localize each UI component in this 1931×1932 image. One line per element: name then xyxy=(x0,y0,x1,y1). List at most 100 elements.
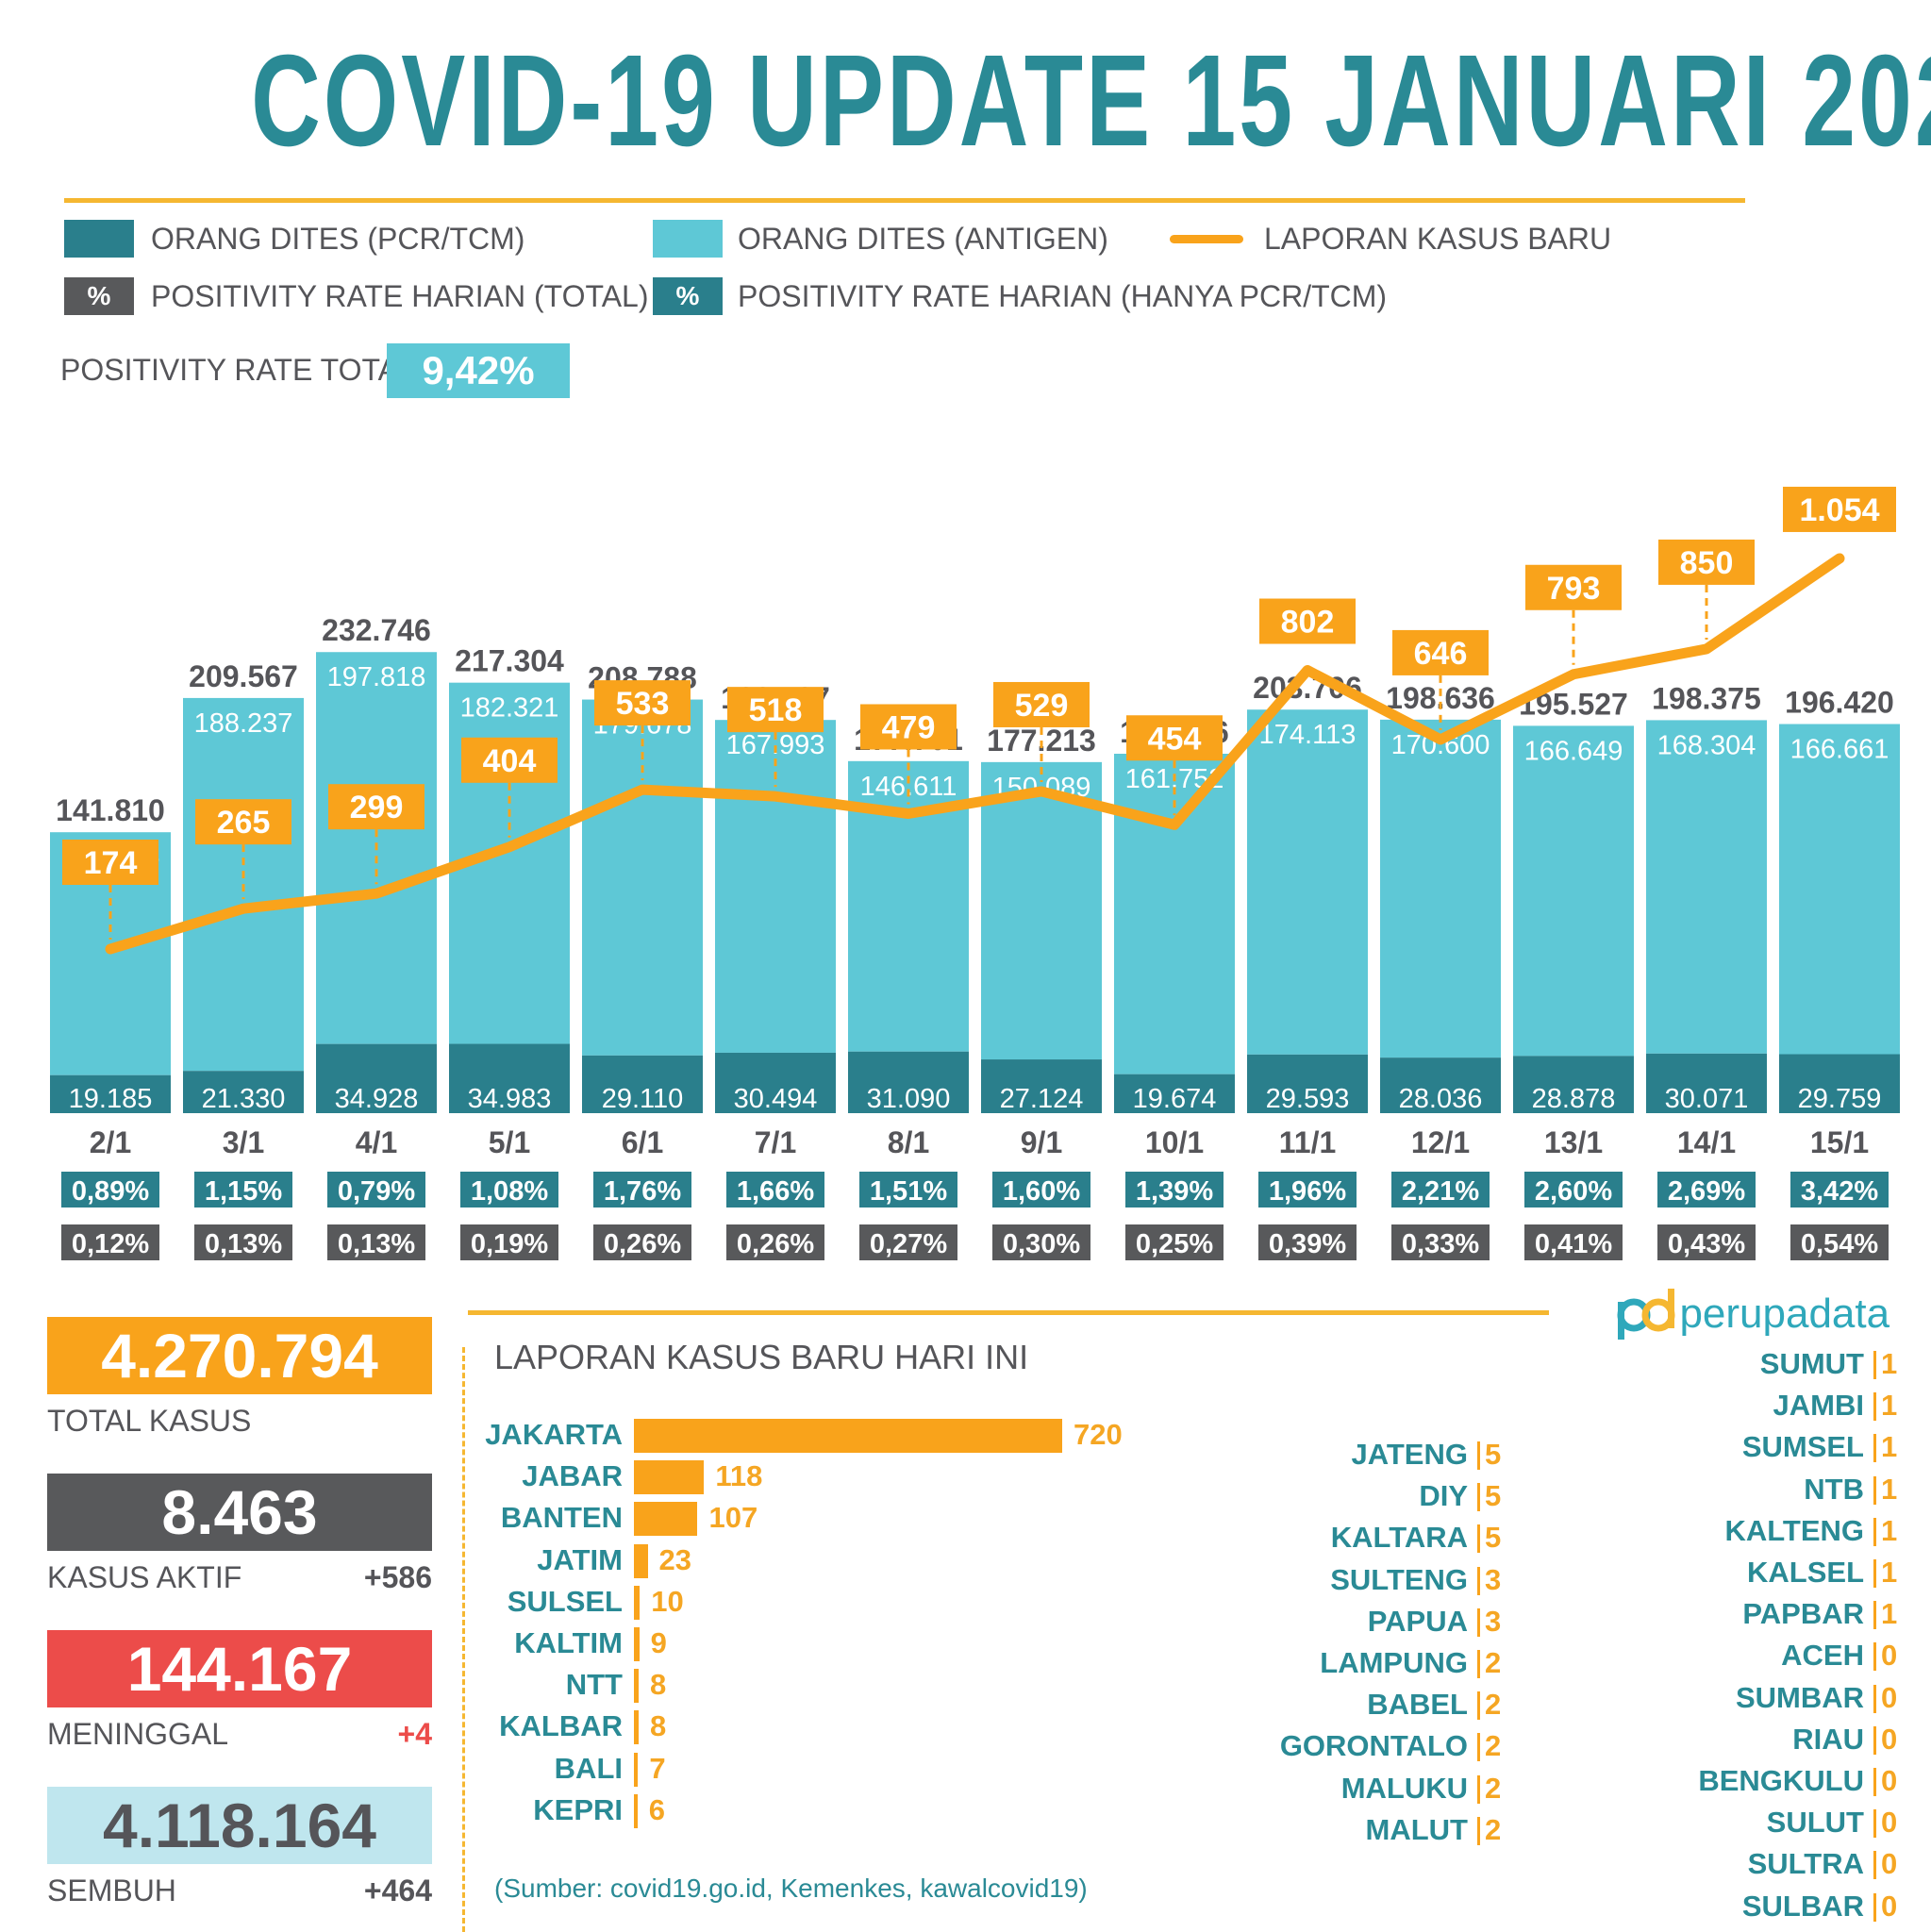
province-bar xyxy=(634,1585,641,1620)
province-value: 1 xyxy=(1881,1513,1898,1547)
stat-delta: +586 xyxy=(363,1560,432,1594)
province-value: 720 xyxy=(1074,1418,1123,1451)
province-tick xyxy=(1873,1642,1876,1672)
page-title: COVID-19 UPDATE 15 JANUARI 2022 xyxy=(251,28,1931,174)
legend-antigen-swatch xyxy=(653,220,723,258)
stat-value: 4.118.164 xyxy=(47,1787,432,1864)
bar-antigen xyxy=(981,761,1102,1060)
pd-logo-icon xyxy=(1617,1289,1675,1340)
rate-total-box xyxy=(1391,1224,1490,1260)
province-value: 2 xyxy=(1485,1646,1502,1679)
rate-total-label: 0,27% xyxy=(870,1229,947,1259)
provinces-dashed-divider xyxy=(462,1347,465,1932)
stat-label: TOTAL KASUS xyxy=(47,1404,252,1438)
province-name: BABEL xyxy=(1367,1688,1468,1722)
rate-total-box xyxy=(992,1224,1090,1260)
legend-pcr-label: ORANG DITES (PCR/TCM) xyxy=(151,222,525,256)
bar-antigen-label: 168.304 xyxy=(1657,730,1756,760)
province-value: 0 xyxy=(1881,1806,1898,1840)
cases-label-box xyxy=(1259,598,1356,644)
legend-pcr-swatch xyxy=(64,220,134,258)
bar-pcr-label: 29.593 xyxy=(1266,1084,1350,1114)
cases-label: 518 xyxy=(749,692,803,728)
province-name: KALTARA xyxy=(1330,1521,1468,1555)
province-tick xyxy=(1477,1441,1480,1470)
province-name: KALSEL xyxy=(1747,1556,1864,1589)
x-tick-label: 12/1 xyxy=(1411,1125,1470,1159)
rate-total-label: 0,26% xyxy=(604,1229,681,1259)
province-name: DIY xyxy=(1419,1479,1468,1513)
province-tick xyxy=(1873,1768,1876,1796)
stat-value: 144.167 xyxy=(47,1630,432,1707)
positivity-total-value: 9,42% xyxy=(387,343,570,398)
province-name: ACEH xyxy=(1781,1639,1864,1673)
rate-pcr-label: 2,21% xyxy=(1402,1176,1479,1207)
stat-value: 8.463 xyxy=(47,1474,432,1551)
province-value: 7 xyxy=(649,1751,666,1785)
province-tick xyxy=(1477,1774,1480,1804)
cases-label: 1.054 xyxy=(1799,492,1879,528)
x-tick-label: 10/1 xyxy=(1145,1125,1204,1159)
bar-pcr-label: 28.036 xyxy=(1399,1084,1483,1114)
province-name: SULTENG xyxy=(1330,1562,1468,1596)
rate-total-box xyxy=(61,1224,159,1260)
legend-antigen-label: ORANG DITES (ANTIGEN) xyxy=(738,222,1108,256)
stat-value: 4.270.794 xyxy=(47,1317,432,1394)
bar-pcr xyxy=(1247,1054,1368,1113)
x-tick-label: 2/1 xyxy=(90,1125,131,1159)
x-tick-label: 5/1 xyxy=(489,1125,530,1159)
province-name: JATENG xyxy=(1351,1438,1468,1471)
rate-pcr-box xyxy=(61,1172,159,1208)
rate-pcr-label: 1,08% xyxy=(471,1176,548,1207)
rate-total-box xyxy=(1258,1224,1357,1260)
bar-antigen-label: 182.321 xyxy=(460,693,559,724)
rate-pcr-label: 2,69% xyxy=(1668,1176,1745,1207)
cases-label-box xyxy=(1392,629,1489,675)
stat-label: MENINGGAL xyxy=(47,1717,229,1751)
x-tick-label: 9/1 xyxy=(1021,1125,1062,1159)
province-name: RIAU xyxy=(1792,1722,1864,1756)
bar-total-label: 198.636 xyxy=(1386,681,1495,715)
cases-label: 299 xyxy=(350,790,404,825)
legend-rate-total-label: POSITIVITY RATE HARIAN (TOTAL) xyxy=(151,279,649,313)
cases-label: 529 xyxy=(1015,688,1069,724)
province-name: SULBAR xyxy=(1741,1889,1864,1923)
cases-label: 479 xyxy=(882,709,936,745)
province-tick xyxy=(1873,1559,1876,1588)
cases-label: 646 xyxy=(1414,636,1468,672)
bar-pcr xyxy=(1513,1056,1634,1113)
province-value: 8 xyxy=(650,1709,667,1743)
province-name: GORONTALO xyxy=(1279,1729,1468,1763)
province-value: 5 xyxy=(1485,1479,1502,1513)
rate-total-box xyxy=(327,1224,425,1260)
main-chart: 122.62519.185141.8102/10,89%0,12%188.237… xyxy=(50,486,1900,1260)
province-bar xyxy=(634,1502,698,1537)
rate-total-box xyxy=(460,1224,558,1260)
rate-pcr-box xyxy=(1524,1172,1623,1208)
provinces-title: LAPORAN KASUS BARU HARI INI xyxy=(494,1338,1029,1376)
rate-pcr-label: 1,39% xyxy=(1136,1176,1213,1207)
title-divider xyxy=(64,198,1745,203)
province-name: SUMBAR xyxy=(1735,1680,1864,1714)
province-name: BENGKULU xyxy=(1698,1764,1864,1797)
bar-pcr xyxy=(981,1059,1102,1113)
province-name: PAPUA xyxy=(1367,1604,1468,1638)
bar-pcr-label: 31.090 xyxy=(867,1084,951,1114)
x-tick-label: 11/1 xyxy=(1279,1125,1337,1159)
rate-total-label: 0,41% xyxy=(1535,1229,1612,1259)
province-name: KALTENG xyxy=(1724,1513,1864,1547)
province-tick xyxy=(1477,1650,1480,1678)
x-tick-label: 4/1 xyxy=(356,1125,397,1159)
rate-total-label: 0,26% xyxy=(737,1229,814,1259)
legend-cases-line xyxy=(1170,235,1243,243)
stat-label: KASUS AKTIF xyxy=(47,1560,242,1594)
rate-total-label: 0,30% xyxy=(1003,1229,1080,1259)
province-value: 2 xyxy=(1485,1688,1502,1722)
bar-pcr xyxy=(582,1055,703,1113)
province-value: 0 xyxy=(1881,1722,1898,1756)
rate-pcr-box xyxy=(1125,1172,1224,1208)
rate-total-label: 0,12% xyxy=(72,1229,149,1259)
province-value: 2 xyxy=(1485,1771,1502,1805)
province-value: 3 xyxy=(1485,1562,1502,1596)
cases-label: 174 xyxy=(84,845,138,881)
